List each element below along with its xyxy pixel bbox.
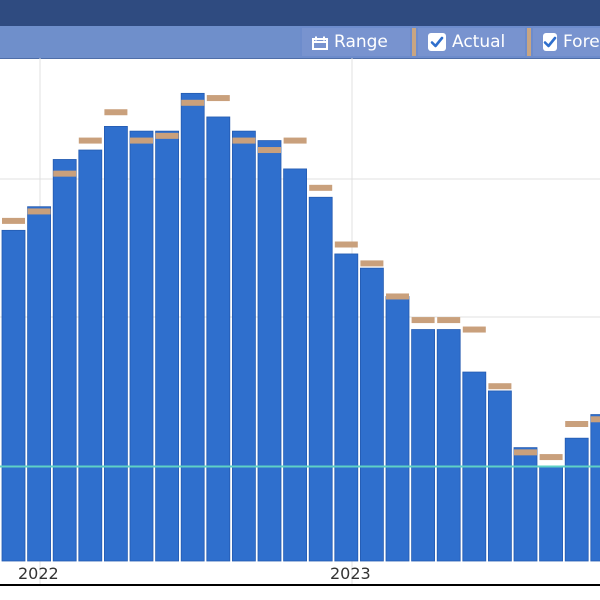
actual-bar[interactable] <box>359 267 384 562</box>
forecast-marker[interactable] <box>2 217 25 224</box>
actual-bar[interactable] <box>513 447 538 562</box>
forecast-marker[interactable] <box>283 137 307 144</box>
footer-strip <box>0 586 600 600</box>
actual-bar[interactable] <box>257 140 282 562</box>
actual-bar[interactable] <box>1 229 26 562</box>
actual-bar[interactable] <box>206 116 231 562</box>
x-tick-label: 2022 <box>18 564 59 583</box>
toolbar-separator <box>412 28 416 56</box>
bar-chart: 2022 2023 <box>0 58 600 584</box>
x-tick-labels: 2022 2023 <box>18 564 371 583</box>
forecast-marker[interactable] <box>411 317 435 324</box>
range-label: Range <box>334 32 388 52</box>
forecast-marker[interactable] <box>488 383 512 390</box>
forecast-marker[interactable] <box>27 208 51 215</box>
forecast-marker[interactable] <box>334 241 358 248</box>
forecast-marker[interactable] <box>232 137 256 144</box>
forecast-marker[interactable] <box>206 95 230 102</box>
forecast-marker[interactable] <box>386 293 409 300</box>
calendar-icon <box>312 35 328 50</box>
x-tick-label: 2023 <box>330 564 371 583</box>
toolbar-spacer <box>0 26 300 58</box>
actual-bar[interactable] <box>564 437 589 562</box>
actual-bar[interactable] <box>52 159 77 562</box>
actual-bar[interactable] <box>334 253 359 562</box>
forecast-marker[interactable] <box>437 317 461 324</box>
forecast-markers <box>2 95 600 461</box>
forecast-marker[interactable] <box>590 416 600 423</box>
forecast-marker[interactable] <box>539 454 563 461</box>
forecast-marker[interactable] <box>78 137 102 144</box>
forecast-marker[interactable] <box>360 260 384 267</box>
actual-bar[interactable] <box>231 130 256 562</box>
forecast-marker[interactable] <box>53 170 77 177</box>
range-button[interactable]: Range <box>302 28 410 56</box>
actual-checkbox-icon[interactable] <box>428 33 446 51</box>
forecast-checkbox-icon[interactable] <box>543 33 557 51</box>
header-bar <box>0 0 600 27</box>
actual-bar[interactable] <box>129 130 154 562</box>
forecast-marker[interactable] <box>258 147 281 154</box>
chart-toolbar: Range Actual Forecast <box>0 26 600 59</box>
actual-bar[interactable] <box>487 390 512 562</box>
actual-bar[interactable] <box>104 126 128 562</box>
forecast-marker[interactable] <box>155 132 179 139</box>
x-axis-line <box>0 584 600 586</box>
actual-bar[interactable] <box>590 414 600 562</box>
actual-label: Actual <box>452 32 506 52</box>
forecast-marker[interactable] <box>130 137 153 144</box>
actual-bar[interactable] <box>155 130 180 562</box>
forecast-marker[interactable] <box>104 109 128 116</box>
forecast-marker[interactable] <box>309 184 333 191</box>
forecast-label: Forecast <box>563 32 600 52</box>
actual-bar[interactable] <box>78 149 103 562</box>
actual-bar[interactable] <box>180 92 205 562</box>
bars-group <box>1 92 600 562</box>
toolbar-separator <box>527 28 531 56</box>
actual-bar[interactable] <box>283 168 308 562</box>
actual-bar[interactable] <box>27 206 52 562</box>
actual-bar[interactable] <box>411 329 436 562</box>
actual-bar[interactable] <box>308 196 333 562</box>
forecast-marker[interactable] <box>514 449 537 456</box>
actual-bar[interactable] <box>436 329 461 562</box>
forecast-marker[interactable] <box>462 326 486 333</box>
forecast-marker[interactable] <box>181 99 205 106</box>
forecast-marker[interactable] <box>565 421 589 428</box>
forecast-toggle[interactable]: Forecast <box>533 28 600 56</box>
actual-toggle[interactable]: Actual <box>418 28 525 56</box>
actual-bar[interactable] <box>539 466 563 562</box>
actual-bar[interactable] <box>385 296 410 562</box>
